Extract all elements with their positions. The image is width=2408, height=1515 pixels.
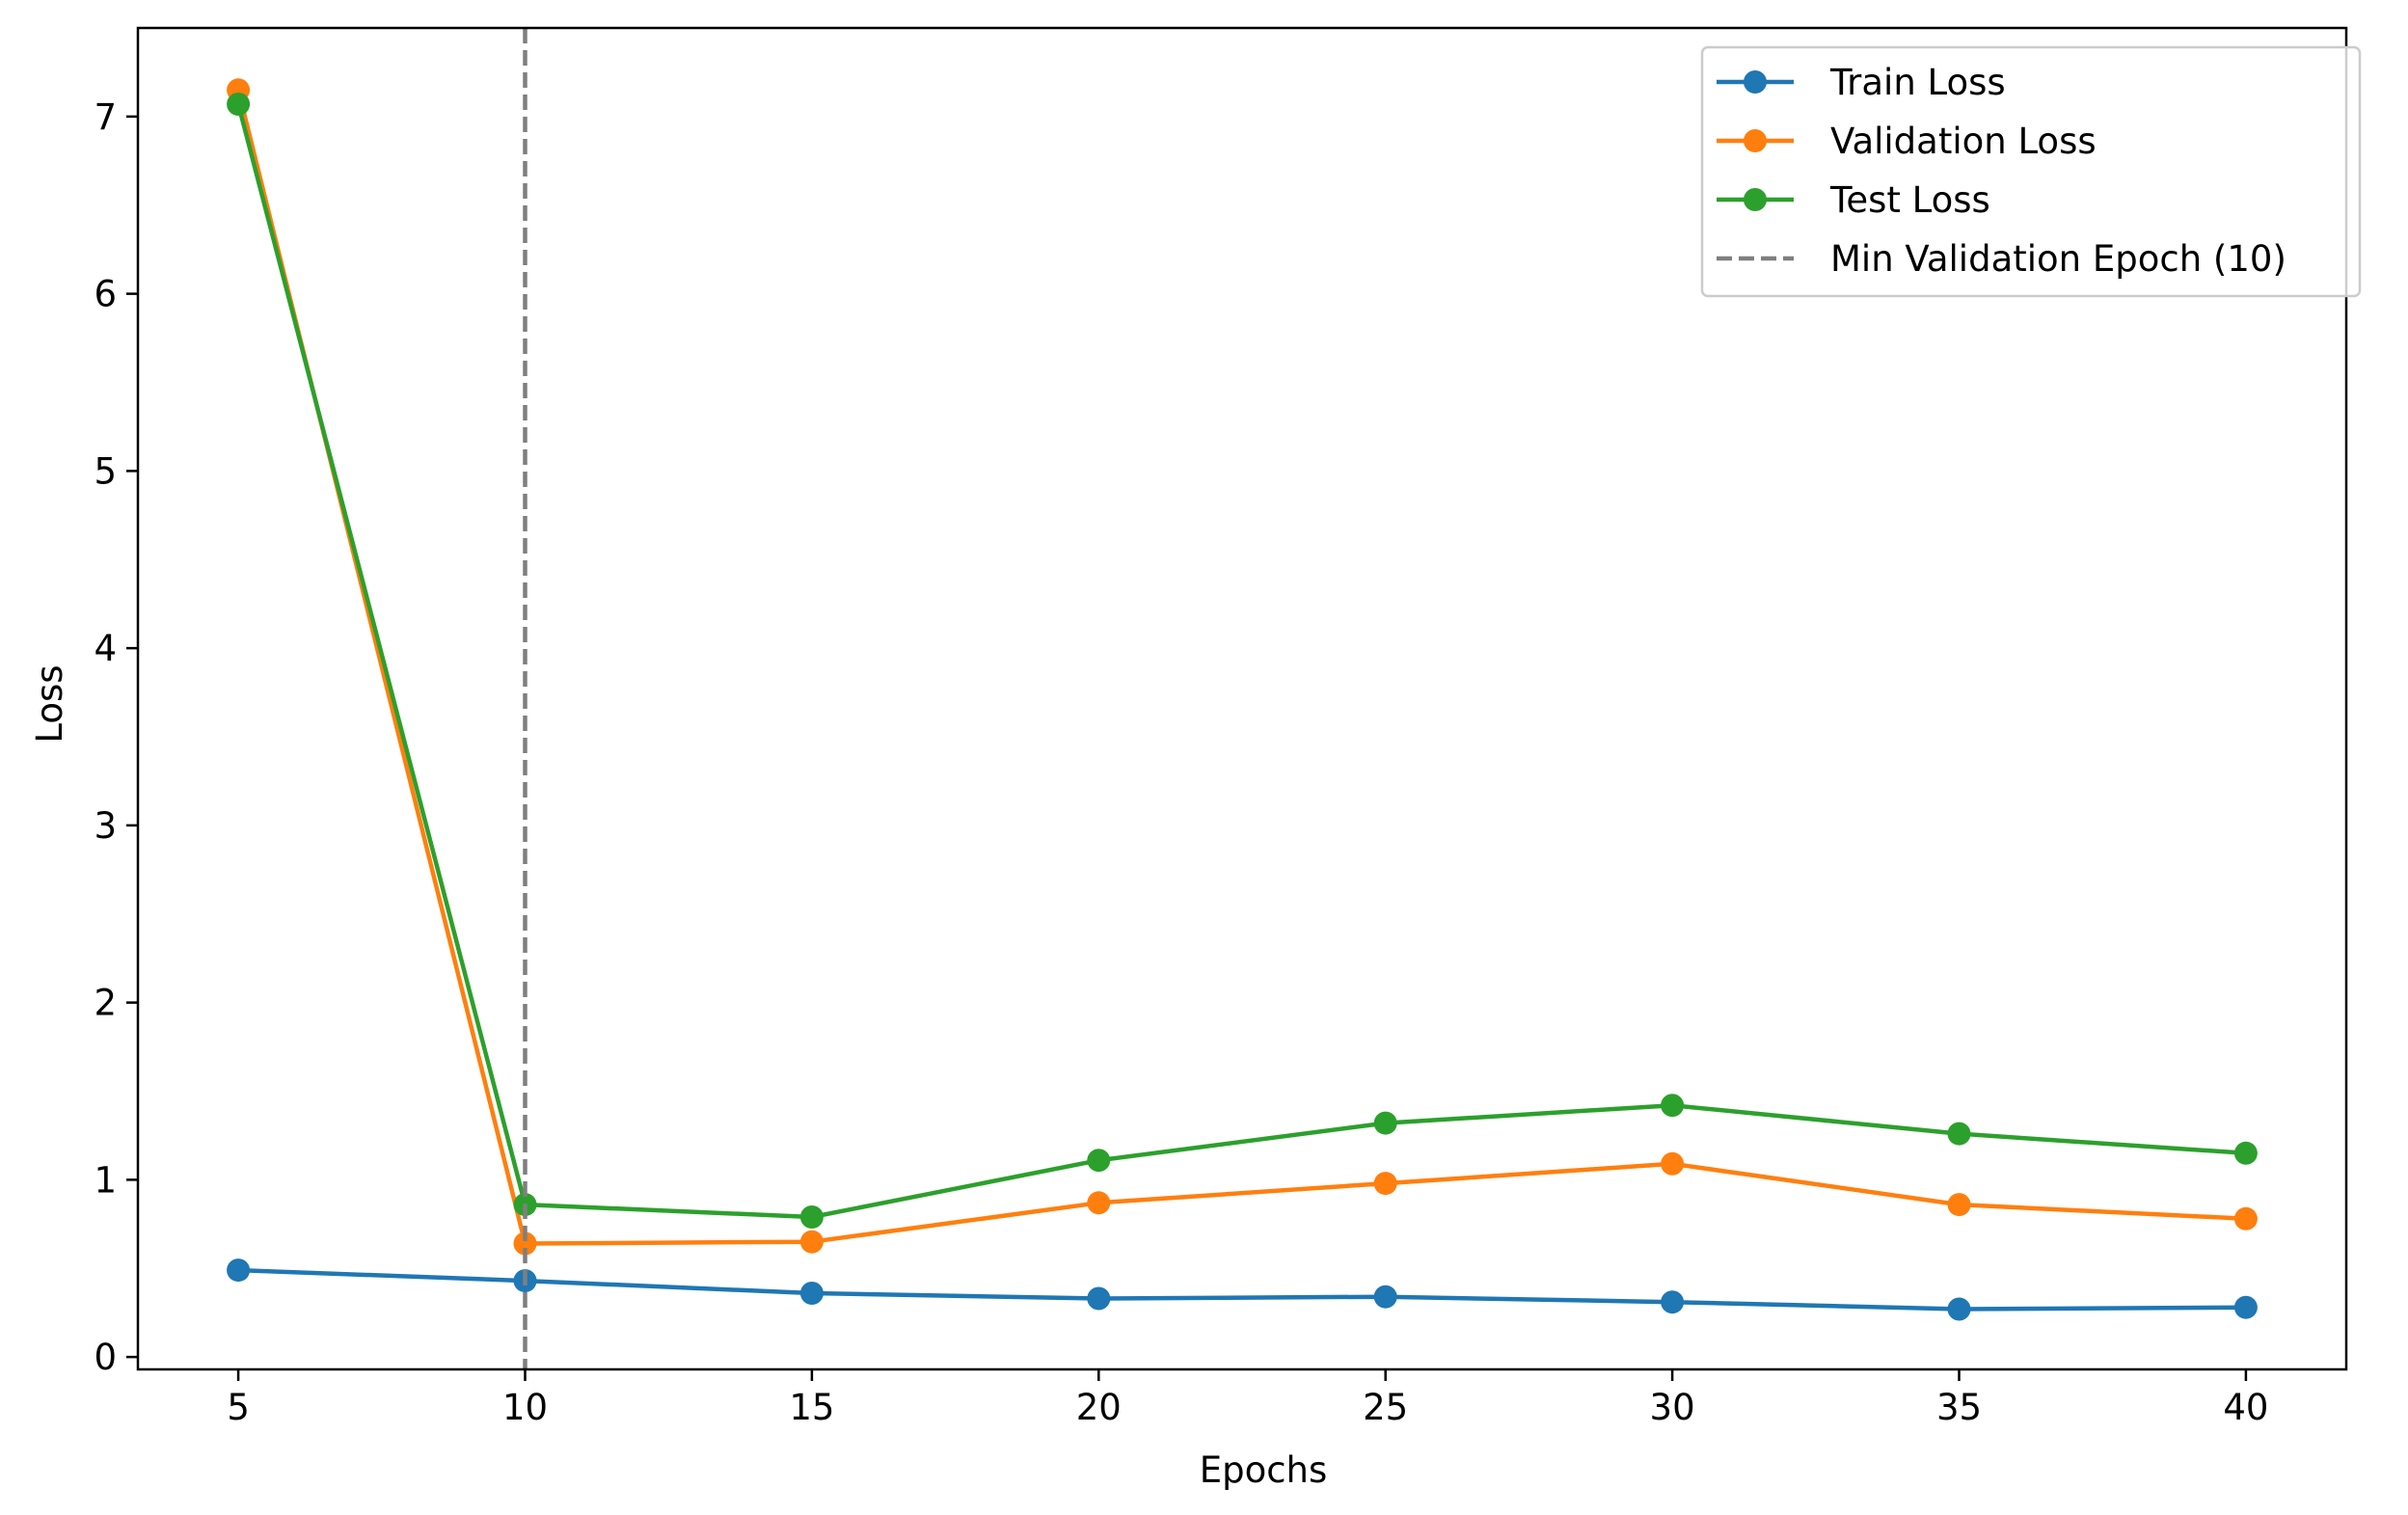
data-point (1373, 1285, 1397, 1309)
x-tick-label: 40 (2223, 1387, 2268, 1428)
legend-entry: Test Loss (1717, 179, 1990, 221)
x-tick-label: 5 (227, 1387, 250, 1428)
y-tick-label: 1 (94, 1159, 117, 1201)
series-validation-loss (227, 78, 2258, 1256)
series-line (235, 89, 2247, 1246)
x-tick-label: 35 (1936, 1387, 1982, 1428)
data-point (1087, 1149, 1111, 1173)
data-point (513, 1231, 537, 1256)
data-point (1661, 1094, 1685, 1118)
data-point (227, 1258, 251, 1283)
legend-label: Validation Loss (1830, 121, 2097, 162)
y-axis: 0 1 2 3 4 5 6 7 (94, 96, 138, 1378)
x-tick-label: 10 (502, 1387, 548, 1428)
data-point (1087, 1286, 1111, 1311)
x-axis: 5 10 15 20 25 30 35 40 (227, 1369, 2268, 1428)
data-point (227, 93, 251, 116)
y-tick-label: 6 (94, 274, 117, 315)
legend-marker (1744, 188, 1767, 211)
legend-label: Train Loss (1829, 62, 2006, 103)
legend-entry: Min Validation Epoch (10) (1717, 238, 2286, 280)
x-tick-label: 20 (1076, 1387, 1122, 1428)
y-tick-label: 0 (94, 1337, 117, 1378)
data-point (1947, 1297, 1971, 1321)
data-point (1373, 1111, 1397, 1135)
legend: Train Loss Validation Loss Test Loss Min Va… (1700, 45, 2362, 298)
data-point (2233, 1206, 2258, 1231)
y-tick-label: 3 (94, 805, 117, 847)
data-point (1087, 1191, 1111, 1215)
legend-label: Test Loss (1829, 179, 1990, 221)
data-point (2233, 1141, 2258, 1165)
x-axis-label: Epochs (1200, 1449, 1328, 1491)
series-test-loss (227, 93, 2258, 1229)
y-tick-label: 4 (94, 628, 117, 669)
x-tick-label: 15 (789, 1387, 834, 1428)
legend-box (1700, 45, 2362, 298)
y-tick-label: 5 (94, 450, 117, 492)
y-tick-label: 2 (94, 983, 117, 1024)
legend-marker (1744, 70, 1767, 94)
data-point (1373, 1172, 1397, 1196)
x-tick-label: 30 (1650, 1387, 1695, 1428)
x-tick-label: 25 (1363, 1387, 1408, 1428)
series-line (235, 103, 2247, 1220)
series-train-loss (227, 1258, 2258, 1321)
data-point (799, 1230, 824, 1254)
data-point (1947, 1122, 1971, 1146)
series-line (238, 1267, 2246, 1312)
plot-frame (136, 26, 2348, 1371)
data-point (2233, 1295, 2258, 1319)
data-point (799, 1205, 824, 1229)
legend-entry: Train Loss (1717, 62, 2006, 103)
data-point (799, 1282, 824, 1305)
legend-entry: Validation Loss (1717, 121, 2097, 162)
y-axis-label: Loss (29, 664, 70, 743)
data-point (1661, 1290, 1685, 1314)
data-point (1947, 1193, 1971, 1217)
legend-marker (1744, 129, 1767, 152)
y-tick-label: 7 (94, 96, 117, 138)
legend-label: Min Validation Epoch (10) (1830, 238, 2286, 280)
data-point (1661, 1151, 1685, 1176)
